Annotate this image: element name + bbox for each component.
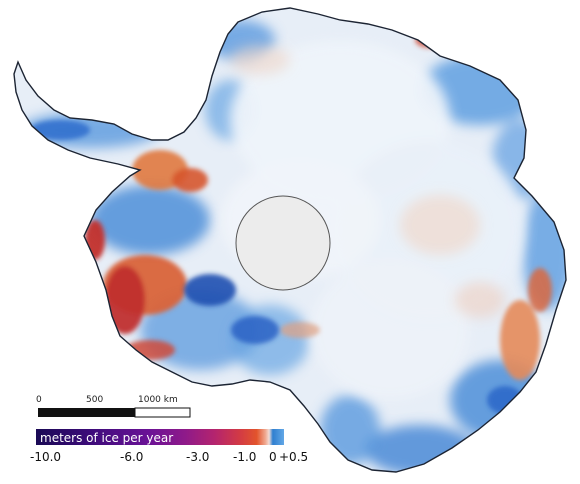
legend-tick: +0.5 <box>279 450 309 464</box>
scale-bar <box>38 407 191 418</box>
legend-tick: -6.0 <box>120 450 144 464</box>
scale-label-1000km: 1000 km <box>138 395 178 405</box>
legend-title: meters of ice per year <box>40 431 174 445</box>
scale-label-0: 0 <box>36 395 42 405</box>
scale-label-500: 500 <box>86 395 104 405</box>
thinning-regions <box>85 32 552 380</box>
legend-tick: -3.0 <box>186 450 210 464</box>
legend-tick: -1.0 <box>233 450 257 464</box>
pole-data-gap <box>235 195 331 291</box>
legend-color-bar <box>36 429 284 445</box>
legend-tick: -10.0 <box>30 450 62 464</box>
interior-beige <box>230 45 505 318</box>
legend-tick: 0 <box>269 450 277 464</box>
